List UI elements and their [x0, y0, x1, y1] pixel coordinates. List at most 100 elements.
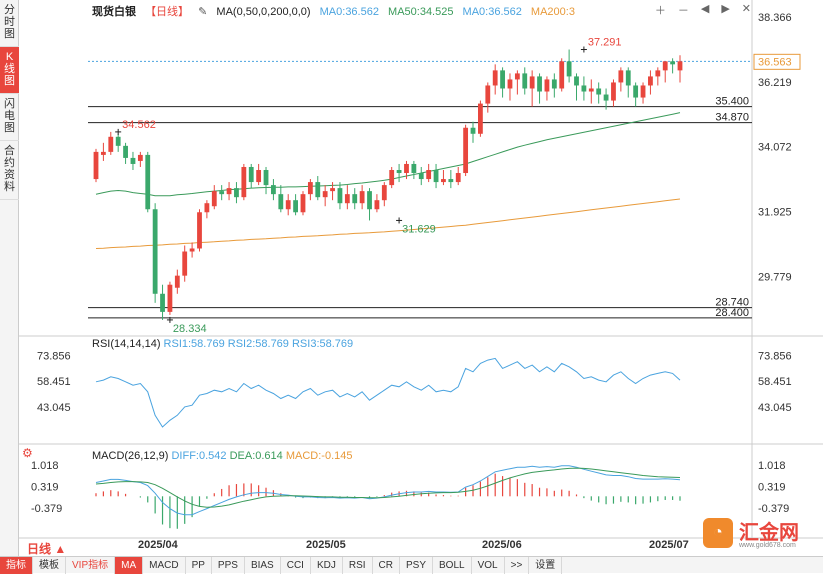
edit-icon[interactable]: ✎ [198, 6, 208, 18]
price-tick-label: 34.072 [758, 142, 792, 154]
macd-diff-line [95, 465, 681, 516]
indicator-toolbar: 指标 模板 VIP指标 MA MACD PP PPS BIAS CCI KDJ RSI CR PSY BO… [0, 556, 823, 574]
candle [108, 131, 114, 155]
candle-body [93, 151, 99, 180]
toolbar-item-0[interactable]: 指标 [0, 556, 33, 574]
candle [551, 73, 557, 98]
chart-area[interactable]: 38.366 36.219 34.072 31.925 29.779 35.400 34.8… [19, 0, 823, 556]
candle-body [611, 82, 616, 101]
candle-body [137, 154, 143, 161]
toolbar-item-12[interactable]: PSY [400, 556, 434, 574]
candle [670, 58, 676, 74]
toolbar-item-5[interactable]: PP [186, 556, 212, 574]
candle-body [655, 70, 661, 77]
candle [285, 194, 291, 216]
candle-body [551, 79, 557, 89]
extreme-label: 34.562 [122, 119, 156, 131]
candle-body [204, 203, 210, 213]
plus-icon[interactable]: ＋ [654, 5, 666, 17]
candle [426, 163, 432, 183]
toolbar-item-14[interactable]: VOL [472, 556, 505, 574]
candle [374, 194, 380, 213]
candle [293, 194, 298, 216]
candle-body [588, 88, 594, 92]
candle [174, 269, 180, 294]
level-label: 28.740 [715, 297, 749, 309]
candle-body [670, 61, 676, 65]
candle-body [507, 79, 513, 89]
toolbar-item-9[interactable]: KDJ [311, 556, 343, 574]
candle-body [522, 73, 528, 89]
candle-body [441, 179, 446, 183]
toolbar-item-13[interactable]: BOLL [433, 556, 472, 574]
candle-body [559, 61, 565, 89]
candle-body [544, 79, 550, 92]
candle-body [662, 61, 668, 71]
candle-body [100, 151, 106, 155]
toolbar-item-1[interactable]: 模板 [33, 556, 66, 574]
candle-body [115, 136, 121, 146]
candle-body [337, 188, 343, 204]
candle [344, 185, 350, 210]
candle-body [285, 200, 291, 210]
side-tab-2[interactable]: 闪电图 [0, 94, 19, 141]
candle-body [315, 182, 321, 198]
period-button[interactable]: 日线 ▲ [27, 542, 67, 556]
candle-body [648, 76, 653, 86]
rsi-tick-left: 58.451 [37, 376, 71, 388]
ma-params: MA(0,50,0,200,0,0) [216, 6, 311, 18]
toolbar-item-15[interactable]: >> [505, 556, 530, 574]
minus-icon[interactable]: － [677, 5, 689, 17]
toolbar-item-3[interactable]: MA [115, 556, 144, 574]
candle [470, 121, 476, 143]
candle-body [596, 88, 602, 95]
candle-body [381, 185, 387, 201]
date-label-jun: 2025/06 [482, 539, 522, 551]
toolbar-item-4[interactable]: MACD [143, 556, 186, 574]
candle-body [234, 188, 239, 198]
toolbar-item-10[interactable]: RSI [343, 556, 373, 574]
rsi-line [95, 357, 681, 428]
toolbar-item-16[interactable]: 设置 [529, 556, 563, 574]
toolbar-item-2[interactable]: VIP指标 [66, 556, 116, 574]
candle-body [404, 163, 409, 174]
toolbar-item-11[interactable]: CR [373, 556, 400, 574]
candle [234, 182, 239, 204]
macd-tick-right: 0.319 [758, 482, 786, 494]
candle-body [130, 157, 136, 164]
ma50-line [95, 112, 681, 197]
macd-tick-left: 0.319 [31, 482, 59, 494]
candle-body [566, 61, 572, 77]
rsi-tick-left: 43.045 [37, 402, 71, 414]
macd-value: MACD:-0.145 [285, 450, 353, 462]
candle-body [152, 209, 158, 294]
candle [588, 79, 594, 104]
candle-body [677, 61, 683, 71]
toolbar-item-6[interactable]: PPS [212, 556, 245, 574]
close-icon[interactable]: ✕ [741, 3, 751, 15]
period-label[interactable]: 【日线】 [145, 6, 190, 18]
toolbar-item-8[interactable]: CCI [281, 556, 311, 574]
candle [337, 182, 343, 210]
right-icon[interactable]: ▶ [721, 3, 730, 15]
side-tab-3[interactable]: 合约资料 [0, 141, 19, 200]
left-icon[interactable]: ◀ [700, 3, 710, 15]
candle-body [241, 166, 247, 198]
side-tab-0[interactable]: 分时图 [0, 0, 19, 47]
candle-body [492, 70, 498, 86]
candle-body [322, 191, 328, 198]
toolbar-item-7[interactable]: BIAS [245, 556, 281, 574]
candle-body [433, 170, 439, 183]
gear-icon[interactable]: ⚙ [22, 446, 33, 460]
price-tick-label: 38.366 [758, 12, 792, 24]
logo-subtext: www.gold678.com [739, 542, 796, 549]
candle [100, 142, 106, 161]
candle [381, 182, 387, 207]
candle [160, 284, 165, 320]
candle [448, 170, 454, 189]
candle-body [300, 194, 306, 213]
macd-title: MACD(26,12,9) [92, 450, 169, 462]
candle-body [455, 173, 461, 183]
